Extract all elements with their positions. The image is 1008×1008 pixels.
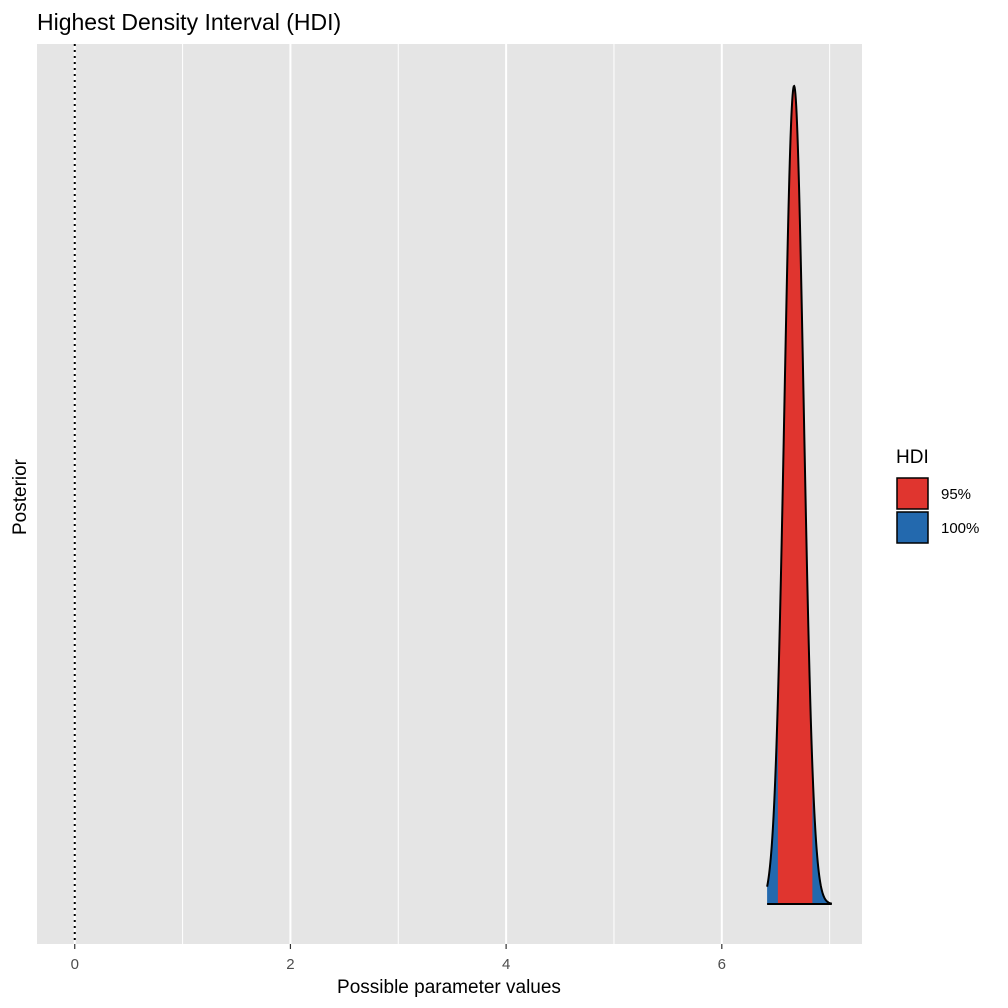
plot-panel bbox=[37, 44, 862, 944]
legend-label: 95% bbox=[941, 486, 971, 503]
density-outline bbox=[766, 84, 832, 905]
x-tick-label: 0 bbox=[71, 956, 79, 973]
chart-title: Highest Density Interval (HDI) bbox=[37, 9, 341, 35]
y-axis-title: Posterior bbox=[10, 458, 31, 535]
hdi-area-95pct bbox=[777, 86, 813, 904]
x-tick-label: 2 bbox=[286, 956, 294, 973]
x-tick-label: 4 bbox=[502, 956, 510, 973]
minor-gridlines bbox=[182, 44, 831, 944]
legend: HDI 95% 100% bbox=[896, 447, 979, 544]
x-tick-label: 6 bbox=[718, 956, 726, 973]
legend-title: HDI bbox=[896, 447, 929, 468]
legend-swatch bbox=[896, 477, 929, 510]
x-axis-title: Possible parameter values bbox=[337, 977, 561, 998]
x-axis-ticks: 0 2 4 6 bbox=[71, 944, 726, 973]
density-areas bbox=[766, 84, 832, 905]
legend-swatch bbox=[896, 511, 929, 544]
legend-label: 100% bbox=[941, 520, 979, 537]
